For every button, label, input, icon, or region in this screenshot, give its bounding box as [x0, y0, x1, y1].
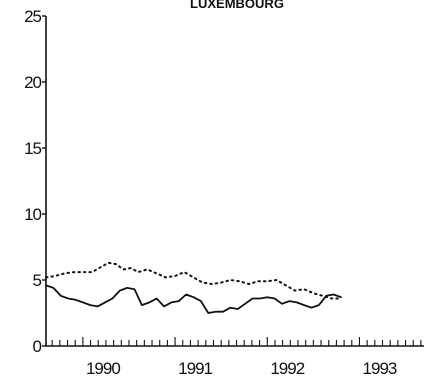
- solid-series-line: [45, 284, 342, 314]
- y-tick-label: 25: [24, 7, 41, 26]
- y-tick-label: 0: [33, 337, 42, 356]
- y-tick-label: 15: [24, 139, 41, 158]
- y-tick-label: 10: [24, 205, 41, 224]
- y-tick-label: 5: [33, 271, 42, 290]
- chart-title: LUXEMBOURG: [190, 0, 284, 11]
- dotted-series-line: [45, 261, 342, 300]
- y-tick-label: 20: [24, 73, 41, 92]
- x-tick-label: 1992: [270, 359, 304, 378]
- x-tick-label: 1991: [178, 359, 212, 378]
- x-tick-label: 1993: [363, 359, 397, 378]
- x-tick-label: 1990: [86, 359, 120, 378]
